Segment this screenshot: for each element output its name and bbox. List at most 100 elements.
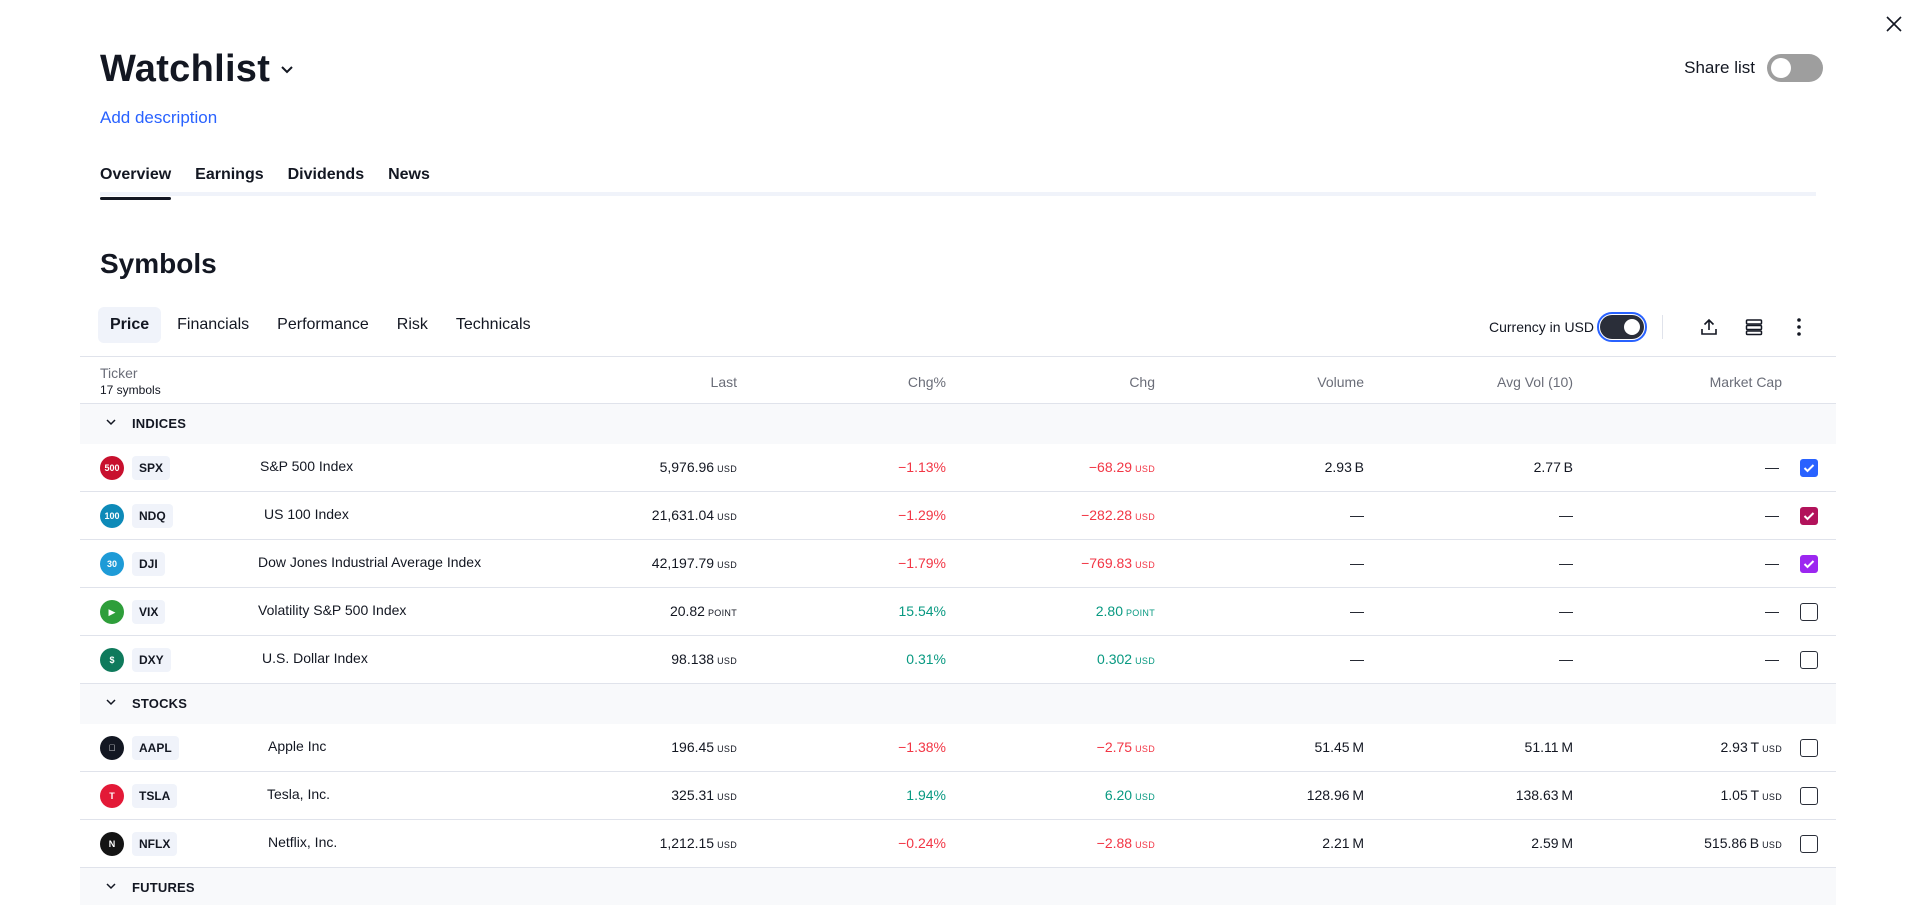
symbol-name[interactable]: Volatility S&P 500 Index — [258, 602, 407, 618]
symbol-name[interactable]: Apple Inc — [268, 738, 327, 754]
unit: POINT — [1125, 608, 1155, 618]
value: 0.302 — [1097, 651, 1133, 667]
ticker-badge[interactable]: AAPL — [132, 736, 179, 760]
value: 42,197.79 — [651, 555, 715, 571]
more-options-button[interactable] — [1784, 312, 1814, 342]
cell-chg-percent: −1.38% — [898, 739, 946, 755]
subtab-technicals[interactable]: Technicals — [455, 316, 531, 333]
value: −68.29 — [1088, 459, 1133, 475]
col-header-avg-vol[interactable]: Avg Vol (10) — [1496, 374, 1573, 390]
toolbar-divider — [1662, 315, 1663, 339]
cell-chg: 0.302 USD — [1097, 651, 1155, 667]
symbol-name[interactable]: Dow Jones Industrial Average Index — [258, 554, 482, 570]
unit: USD — [717, 464, 737, 474]
value: 21,631.04 — [651, 507, 715, 523]
value: 20.82 — [669, 603, 705, 619]
col-header-chg[interactable]: Chg — [1129, 374, 1155, 390]
col-header-last[interactable]: Last — [710, 374, 737, 390]
ticker-header[interactable]: Ticker — [100, 365, 138, 381]
col-header-chg-percent[interactable]: Chg% — [907, 374, 946, 390]
cell-market-cap: — — [1765, 459, 1782, 475]
table-row[interactable]: T TSLA Tesla, Inc. 325.31 USD 1.94% 6.20 USD 128… — [80, 772, 1836, 820]
symbol-logo: $ — [100, 648, 124, 672]
col-header-volume[interactable]: Volume — [1317, 374, 1364, 390]
group-header-stocks[interactable]: STOCKS — [80, 684, 1836, 724]
ticker-badge[interactable]: SPX — [132, 456, 171, 480]
table-row[interactable]: $ DXY U.S. Dollar Index 98.138 USD 0.31% 0.302… — [80, 636, 1836, 684]
table-row[interactable]: ▶ VIX Volatility S&P 500 Index 20.82 POINT 15… — [80, 588, 1836, 636]
col-header-market-cap[interactable]: Market Cap — [1709, 374, 1782, 390]
subtab-price[interactable]: Price — [98, 307, 162, 343]
ticker-badge[interactable]: TSLA — [132, 784, 178, 808]
value: 98.138 — [671, 651, 715, 667]
currency-toggle[interactable] — [1597, 312, 1647, 342]
toggle-knob — [1771, 58, 1791, 78]
ticker-badge[interactable]: VIX — [132, 600, 166, 624]
row-checkbox[interactable] — [1800, 835, 1818, 853]
row-checkbox[interactable] — [1800, 603, 1818, 621]
row-checkbox[interactable] — [1800, 555, 1818, 573]
chevron-down-icon — [106, 883, 116, 890]
symbol-name[interactable]: U.S. Dollar Index — [262, 650, 368, 666]
density-button[interactable] — [1739, 312, 1769, 342]
cell-volume: — — [1350, 651, 1364, 667]
tab-overview[interactable]: Overview — [100, 166, 183, 200]
symbol-logo: 30 — [100, 552, 124, 576]
ticker-badge[interactable]: DXY — [132, 648, 171, 672]
table-row[interactable]: 30 DJI Dow Jones Industrial Average Index 4… — [80, 540, 1836, 588]
symbol-name[interactable]: S&P 500 Index — [260, 458, 354, 474]
subtab-risk[interactable]: Risk — [396, 316, 428, 333]
more-vertical-icon — [1797, 318, 1801, 336]
cell-chg-percent: 15.54% — [898, 603, 946, 619]
page-title: Watchlist — [100, 48, 271, 90]
cell-chg-percent: −1.79% — [898, 555, 946, 571]
cell-avg-vol: — — [1559, 651, 1573, 667]
table-row[interactable]: N NFLX Netflix, Inc. 1,212.15 USD −0.24% −2.88… — [80, 820, 1836, 868]
ticker-badge[interactable]: DJI — [132, 552, 165, 576]
add-description-link[interactable]: Add description — [100, 108, 218, 127]
share-list-toggle[interactable] — [1767, 54, 1823, 82]
unit: USD — [717, 656, 737, 666]
unit: USD — [717, 792, 737, 802]
ticker-badge[interactable]: NFLX — [132, 832, 178, 856]
cell-market-cap: — — [1765, 651, 1782, 667]
chevron-down-icon — [106, 419, 116, 426]
tab-dividends[interactable]: Dividends — [287, 166, 365, 183]
row-checkbox[interactable] — [1800, 787, 1818, 805]
cell-chg-percent: −1.29% — [898, 507, 946, 523]
close-button[interactable] — [1880, 10, 1908, 38]
symbol-name[interactable]: Netflix, Inc. — [268, 834, 338, 850]
unit: USD — [1135, 792, 1155, 802]
row-checkbox[interactable] — [1800, 739, 1818, 757]
table-row[interactable]: 100 NDQ US 100 Index 21,631.04 USD −1.29% −282… — [80, 492, 1836, 540]
column-set-tabs: Price Financials Performance Risk Techni… — [98, 307, 543, 343]
tab-earnings[interactable]: Earnings — [195, 166, 264, 183]
export-button[interactable] — [1694, 312, 1724, 342]
tab-news[interactable]: News — [388, 166, 430, 183]
group-title: STOCKS — [132, 696, 188, 711]
close-icon — [1886, 16, 1902, 32]
watchlist-title-dropdown[interactable]: Watchlist — [100, 48, 294, 91]
group-title: FUTURES — [132, 880, 195, 895]
group-header-indices[interactable]: INDICES — [80, 404, 1836, 444]
subtab-financials[interactable]: Financials — [177, 316, 250, 333]
ticker-badge[interactable]: NDQ — [132, 504, 173, 528]
symbol-logo: N — [100, 832, 124, 856]
table-row[interactable]: 500 SPX S&P 500 Index 5,976.96 USD −1.13% −68.… — [80, 444, 1836, 492]
group-header-futures[interactable]: FUTURES — [80, 868, 1836, 905]
cell-chg: 2.80 POINT — [1096, 603, 1155, 619]
row-checkbox[interactable] — [1800, 507, 1818, 525]
symbol-name[interactable]: Tesla, Inc. — [267, 786, 331, 802]
cell-chg: −2.75 USD — [1097, 739, 1155, 755]
cell-avg-vol: — — [1559, 603, 1573, 619]
row-checkbox[interactable] — [1800, 459, 1818, 477]
share-list-control: Share list — [1684, 54, 1823, 82]
cell-market-cap: — — [1765, 603, 1782, 619]
row-checkbox[interactable] — [1800, 651, 1818, 669]
subtab-performance[interactable]: Performance — [277, 316, 369, 333]
symbol-name[interactable]: US 100 Index — [264, 506, 349, 522]
cell-market-cap: 2.93 T USD — [1720, 739, 1782, 755]
unit: USD — [1135, 656, 1155, 666]
main-tabs: Overview Earnings Dividends News — [100, 166, 1816, 200]
